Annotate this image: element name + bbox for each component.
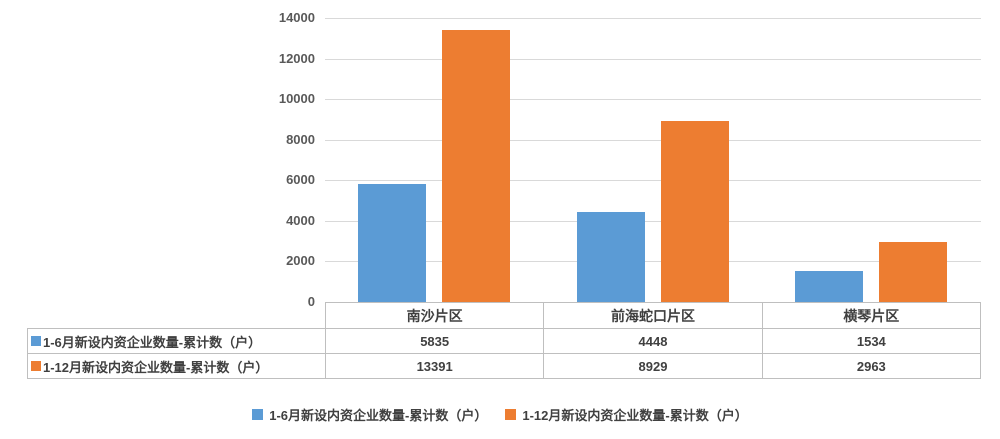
series1-value-nansha: 5835: [325, 329, 543, 353]
y-tick-4000: 4000: [286, 212, 315, 228]
gridline-12000: [325, 58, 981, 60]
series2-legend-swatch-icon: [505, 408, 517, 420]
table-header-row: 南沙片区 前海蛇口片区 横琴片区: [325, 302, 981, 329]
series1-legend-swatch-icon: [252, 408, 264, 420]
bar-series2-qianhai: [661, 120, 729, 302]
bar-series1-nansha: [358, 183, 426, 302]
category-header-qianhai: 前海蛇口片区: [543, 303, 761, 328]
gridline-4000: [325, 220, 981, 222]
series2-value-hengqin: 2963: [761, 354, 980, 378]
legend-item-series2: 1-12月新设内资企业数量-累计数（户）: [505, 405, 748, 424]
series1-legend-label: 1-6月新设内资企业数量-累计数（户）: [269, 407, 488, 423]
plot-area: [325, 18, 981, 302]
y-tick-10000: 10000: [278, 91, 315, 107]
y-tick-8000: 8000: [286, 131, 315, 147]
series2-label-text: 1-12月新设内资企业数量-累计数（户）: [43, 359, 269, 375]
chart-legend: 1-6月新设内资企业数量-累计数（户） 1-12月新设内资企业数量-累计数（户）: [0, 403, 1000, 425]
category-header-nansha: 南沙片区: [406, 307, 463, 324]
series2-legend-label: 1-12月新设内资企业数量-累计数（户）: [522, 407, 748, 423]
series1-label-text: 1-6月新设内资企业数量-累计数（户）: [43, 334, 262, 350]
series2-key-icon: [31, 361, 41, 371]
y-tick-14000: 14000: [278, 10, 315, 25]
bar-series1-hengqin: [795, 270, 863, 302]
table-row-series2: 1-12月新设内资企业数量-累计数（户） 13391 8929 2963: [27, 353, 981, 379]
y-tick-0: 0: [307, 294, 315, 309]
series2-row-label: 1-12月新设内资企业数量-累计数（户）: [28, 354, 325, 378]
series1-row-label: 1-6月新设内资企业数量-累计数（户）: [28, 329, 325, 353]
series1-value-qianhai: 4448: [543, 329, 761, 353]
gridline-2000: [325, 261, 981, 263]
category-header-hengqin: 横琴片区: [761, 303, 980, 328]
y-tick-12000: 12000: [278, 50, 315, 66]
series2-value-qianhai: 8929: [543, 354, 761, 378]
table-row-series1: 1-6月新设内资企业数量-累计数（户） 5835 4448 1534: [27, 328, 981, 354]
y-tick-6000: 6000: [286, 172, 315, 188]
bar-series2-hengqin: [879, 241, 947, 302]
series1-key-icon: [31, 336, 41, 346]
series1-value-hengqin: 1534: [761, 329, 980, 353]
bar-series1-qianhai: [577, 211, 645, 302]
legend-item-series1: 1-6月新设内资企业数量-累计数（户）: [252, 405, 487, 424]
bar-series2-nansha: [442, 30, 510, 302]
series2-value-nansha: 13391: [325, 354, 543, 378]
gridline-10000: [325, 99, 981, 101]
y-tick-2000: 2000: [286, 253, 315, 269]
gridline-14000: [325, 18, 981, 19]
gridline-8000: [325, 139, 981, 141]
gridline-6000: [325, 180, 981, 182]
